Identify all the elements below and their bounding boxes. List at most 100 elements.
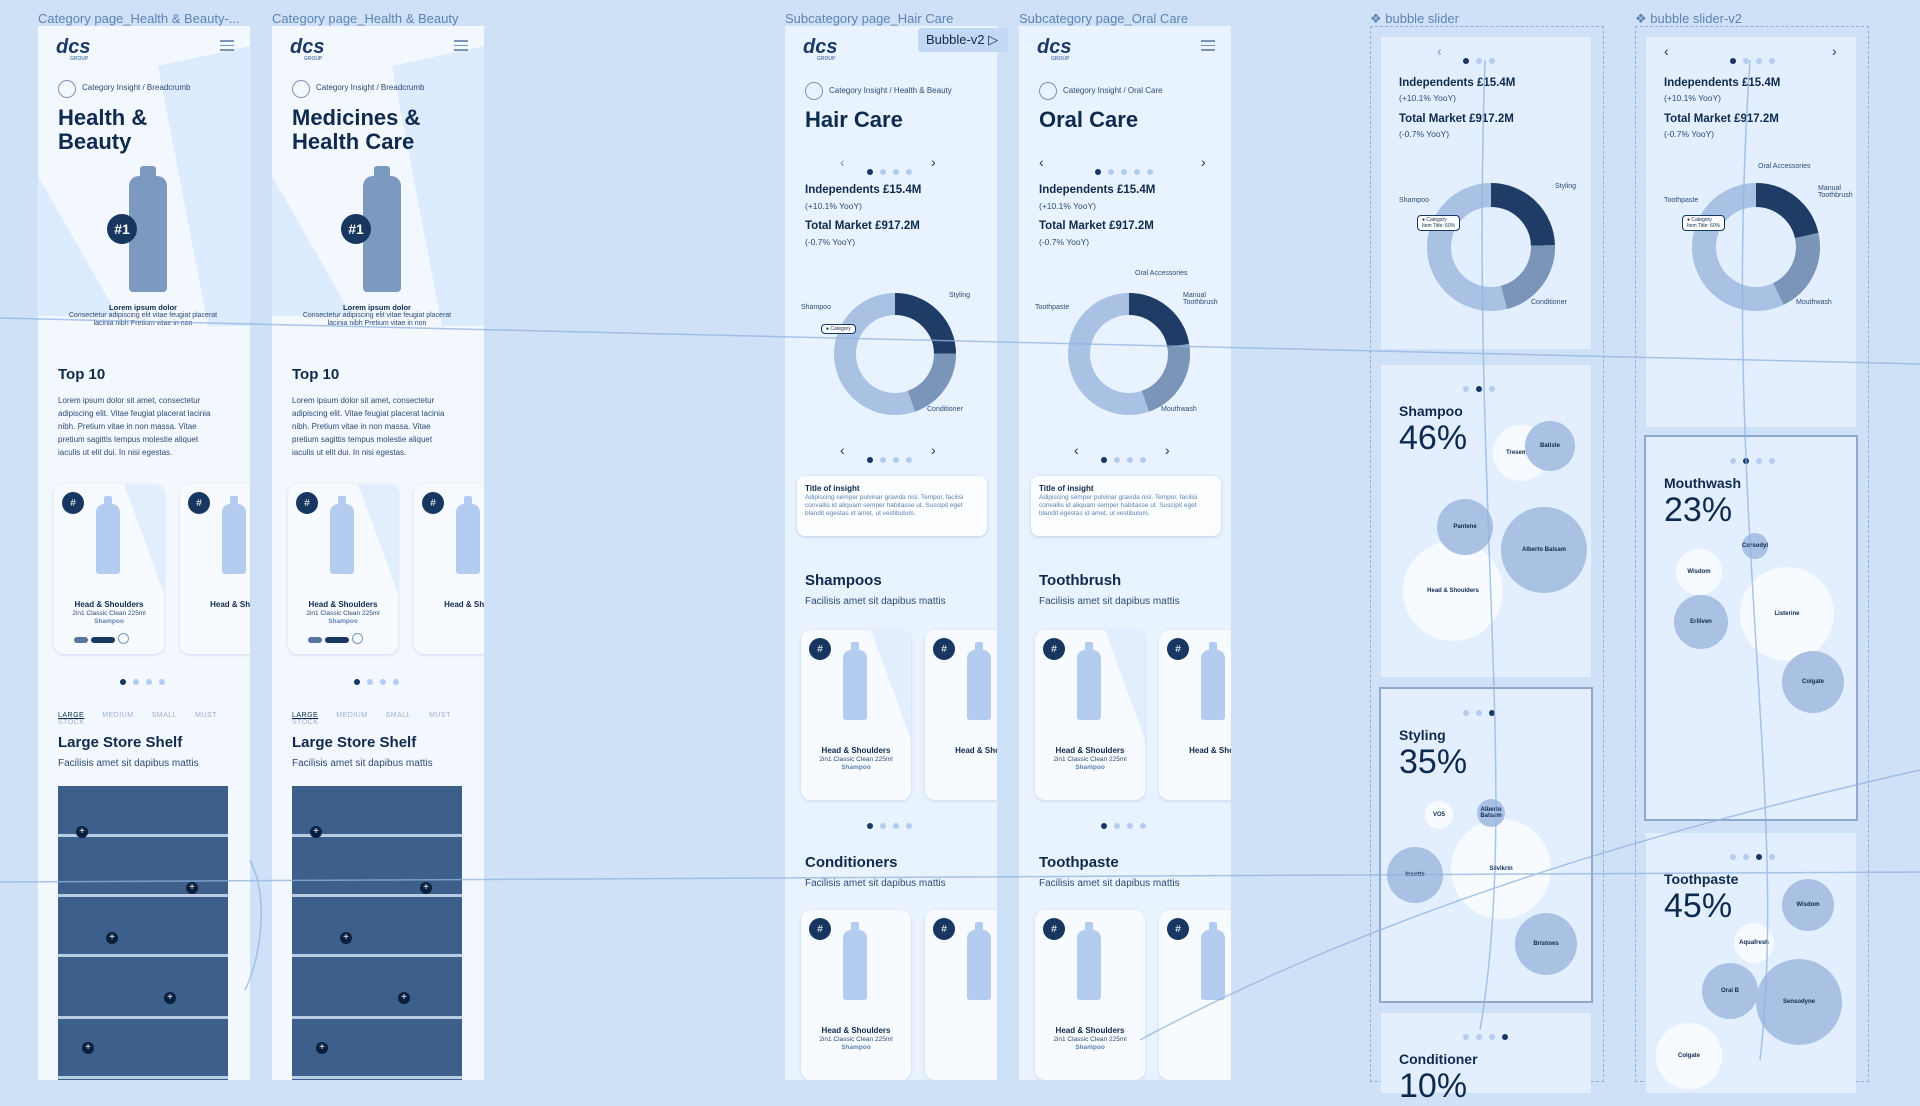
hotspot-plus-icon[interactable]: + <box>398 992 410 1004</box>
slider-dots[interactable] <box>867 162 919 180</box>
chevron-left-icon[interactable]: ‹ <box>1039 154 1044 170</box>
tab-must-stock[interactable]: MUST STOCK <box>292 712 451 726</box>
bubble-brand[interactable]: Batiste <box>1525 421 1575 471</box>
slider-dots[interactable] <box>1463 1027 1515 1045</box>
hotspot-plus-icon[interactable]: + <box>106 932 118 944</box>
chevron-left-icon[interactable]: ‹ <box>840 154 845 170</box>
donut-chart[interactable] <box>1421 177 1561 317</box>
dcs-logo[interactable]: dcs GROUP <box>290 36 325 62</box>
bubble-brand[interactable]: Colgate <box>1656 1023 1722 1089</box>
prototype-flow-button[interactable]: Bubble-v2 ▷ <box>918 28 1009 52</box>
tab-large[interactable]: LARGE <box>58 712 85 719</box>
slider-panel-overview[interactable]: ‹ Independents £15.4M (+10.1% YooY) Tota… <box>1381 37 1591 349</box>
bubble-brand[interactable]: VO5 <box>1425 801 1453 829</box>
frame-label-health-beauty[interactable]: Category page_Health & Beauty-... <box>38 11 240 26</box>
slider-dots[interactable] <box>1730 847 1782 865</box>
slider-panel-shampoo[interactable]: Shampoo 46% Head & Shoulders Tresemme Pa… <box>1381 365 1591 677</box>
bubble-brand[interactable]: Bristows <box>1515 913 1577 975</box>
chevron-right-icon[interactable]: › <box>1165 442 1170 458</box>
hotspot-plus-icon[interactable]: + <box>82 1042 94 1054</box>
slider-dots[interactable] <box>1730 51 1782 69</box>
bubble-brand[interactable]: Listerine <box>1740 567 1834 661</box>
slider-dots[interactable] <box>1095 162 1160 180</box>
tab-medium[interactable]: MEDIUM <box>336 712 368 719</box>
insight-dots[interactable] <box>867 450 919 468</box>
tab-large[interactable]: LARGE <box>292 712 319 719</box>
hotspot-plus-icon[interactable]: + <box>186 882 198 894</box>
store-shelf-image[interactable]: + + + + + <box>58 786 228 1080</box>
bubble-brand[interactable]: Aquafresh <box>1734 923 1774 963</box>
product-card[interactable]: # Head & Shou <box>414 484 484 654</box>
carousel-dots[interactable] <box>867 816 919 834</box>
bubble-brand[interactable]: Silvikrin <box>1451 819 1551 919</box>
frame-label-oral-care[interactable]: Subcategory page_Oral Care <box>1019 11 1189 26</box>
product-card[interactable]: # Head & Shou <box>1159 630 1231 800</box>
tab-small[interactable]: SMALL <box>385 712 412 719</box>
dcs-logo[interactable]: dcs GROUP <box>56 36 91 62</box>
carousel-dots[interactable] <box>1101 816 1153 834</box>
bubble-brand[interactable]: Wisdom <box>1782 879 1834 931</box>
product-card[interactable]: # <box>1159 910 1231 1080</box>
chevron-right-icon[interactable]: › <box>1832 43 1837 59</box>
breadcrumb[interactable]: Category Insight / Health & Beauty <box>829 86 952 95</box>
tab-small[interactable]: SMALL <box>151 712 178 719</box>
product-card[interactable]: # <box>925 910 997 1080</box>
product-card[interactable]: # Head & Shoulders 2in1 Classic Clean 22… <box>54 484 164 654</box>
dcs-logo[interactable]: dcs GROUP <box>1037 36 1072 62</box>
slider-dots[interactable] <box>1463 703 1502 721</box>
carousel-dots[interactable] <box>354 672 406 690</box>
bubble-brand[interactable]: Alberto Balsam <box>1477 799 1505 827</box>
bubble-brand[interactable]: Wisdom <box>1676 549 1722 595</box>
donut-chart[interactable] <box>825 284 965 424</box>
carousel-dots[interactable] <box>120 672 172 690</box>
insight-card[interactable]: Title of insight Adipiscing semper pulvin… <box>1031 476 1221 536</box>
insight-card[interactable]: Title of insight Adipiscing semper pulvin… <box>797 476 987 536</box>
slider-panel-conditioner[interactable]: Conditioner 10% <box>1381 1013 1591 1105</box>
bubble-brand[interactable]: Insette <box>1387 847 1443 903</box>
slider-dots[interactable] <box>1463 379 1502 397</box>
breadcrumb[interactable]: Category Insight / Oral Care <box>1063 86 1163 95</box>
slider-panel-mouthwash[interactable]: Mouthwash 23% Listerine Wisdom Corsodyl … <box>1644 435 1858 821</box>
breadcrumb[interactable]: Category Insight / Breadcrumb <box>82 83 191 92</box>
chevron-left-icon[interactable]: ‹ <box>840 442 845 458</box>
info-icon[interactable] <box>118 633 129 645</box>
product-card[interactable]: # Head & Shoulders 2in1 Classic Clean 22… <box>1035 630 1145 800</box>
menu-icon[interactable] <box>454 40 468 54</box>
bubble-brand[interactable]: Pantene <box>1437 499 1493 555</box>
frame-label-bubble-slider[interactable]: ❖ bubble slider <box>1370 11 1459 26</box>
tab-medium[interactable]: MEDIUM <box>102 712 134 719</box>
menu-icon[interactable] <box>1201 40 1215 54</box>
bubble-brand[interactable]: Oral B <box>1702 963 1758 1019</box>
slider-dots[interactable] <box>1463 51 1502 69</box>
chevron-right-icon[interactable]: › <box>931 442 936 458</box>
chevron-right-icon[interactable]: › <box>931 154 936 170</box>
donut-chart[interactable] <box>1059 284 1199 424</box>
product-card[interactable]: # Head & Shou <box>925 630 997 800</box>
product-card[interactable]: # Head & Shoulders 2in1 Classic Clean 22… <box>1035 910 1145 1080</box>
bubble-slider-v2-component[interactable]: ‹ › Independents £15.4M (+10.1% YooY) To… <box>1635 26 1869 1093</box>
bubble-brand[interactable]: Corsodyl <box>1742 533 1768 559</box>
bubble-brand[interactable]: Sensodyne <box>1756 959 1842 1045</box>
hotspot-plus-icon[interactable]: + <box>316 1042 328 1054</box>
chevron-left-icon[interactable]: ‹ <box>1664 43 1669 59</box>
chevron-right-icon[interactable]: › <box>1201 154 1206 170</box>
hotspot-plus-icon[interactable]: + <box>420 882 432 894</box>
frame-label-medicines[interactable]: Category page_Health & Beauty <box>272 11 459 26</box>
bubble-brand[interactable]: Alberto Balsam <box>1501 507 1587 593</box>
bubble-brand[interactable]: Head & Shoulders <box>1403 541 1503 641</box>
bubble-brand[interactable]: Eriliven <box>1674 595 1728 649</box>
chevron-left-icon[interactable]: ‹ <box>1437 43 1442 59</box>
hotspot-plus-icon[interactable]: + <box>164 992 176 1004</box>
info-icon[interactable] <box>352 633 363 645</box>
hotspot-plus-icon[interactable]: + <box>310 826 322 838</box>
product-card[interactable]: # Head & Shoulders 2in1 Classic Clean 22… <box>288 484 398 654</box>
breadcrumb[interactable]: Category Insight / Breadcrumb <box>316 83 425 92</box>
frame-label-bubble-slider-v2[interactable]: ❖ bubble slider-v2 <box>1635 11 1743 26</box>
chevron-left-icon[interactable]: ‹ <box>1074 442 1079 458</box>
slider-panel-styling[interactable]: Styling 35% Silvikrin VO5 Alberto Balsam… <box>1379 687 1593 1003</box>
frame-label-hair-care[interactable]: Subcategory page_Hair Care <box>785 11 954 26</box>
dcs-logo[interactable]: dcs GROUP <box>803 36 838 62</box>
product-card[interactable]: # Head & Shoulders 2in1 Classic Clean 22… <box>801 910 911 1080</box>
slider-dots[interactable] <box>1730 451 1782 469</box>
donut-chart[interactable] <box>1686 177 1826 317</box>
